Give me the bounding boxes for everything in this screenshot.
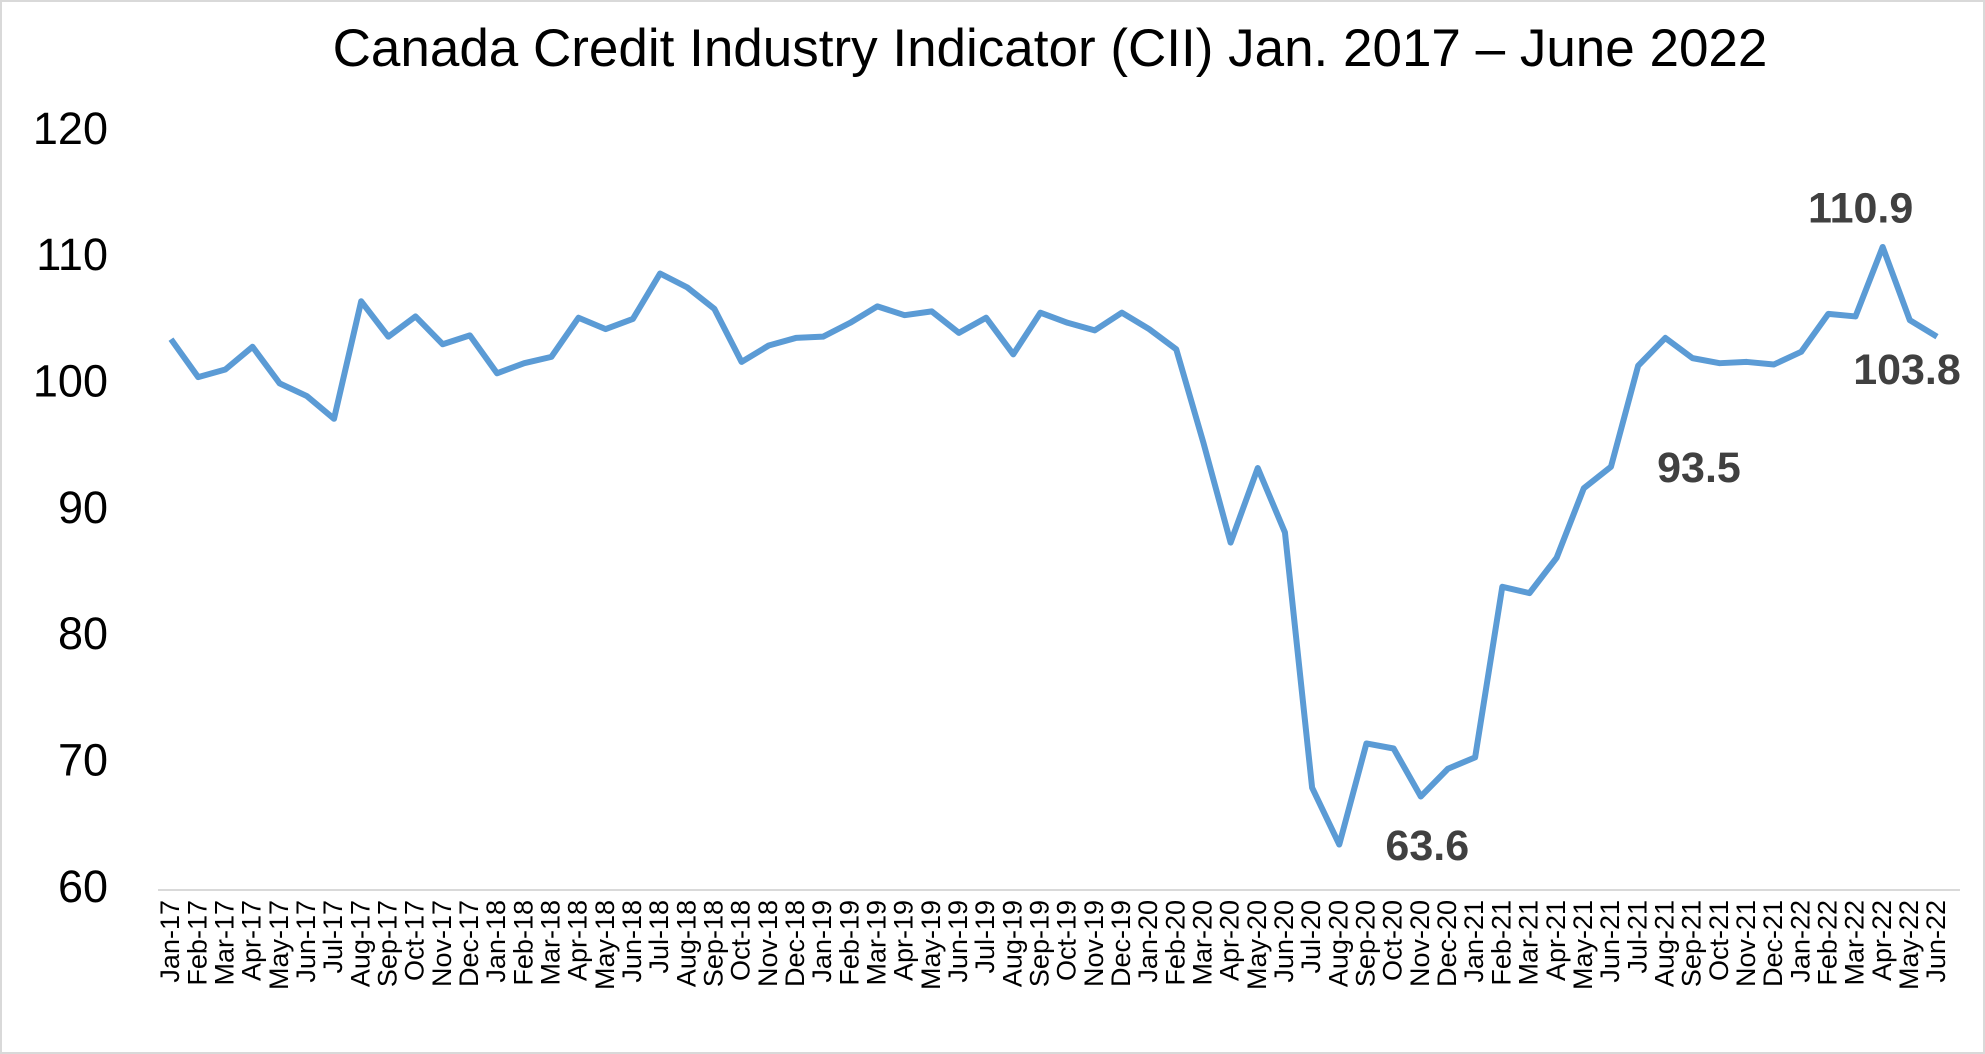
x-tick-label: Sep-21 [1677, 900, 1707, 987]
x-tick-label: Jan-21 [1459, 900, 1489, 983]
x-tick-label: Sep-18 [699, 900, 729, 987]
x-tick-label: Oct-19 [1052, 900, 1082, 981]
x-tick-label: Apr-20 [1215, 900, 1245, 981]
x-tick-label: Feb-18 [508, 900, 538, 986]
x-tick-label: Apr-22 [1867, 900, 1897, 981]
x-tick-label: Apr-17 [237, 900, 267, 981]
x-tick-label: May-21 [1568, 900, 1598, 990]
x-tick-label: Aug-17 [345, 900, 375, 987]
y-tick-label: 120 [33, 103, 108, 154]
series-line [168, 243, 1939, 848]
x-tick-label: Oct-18 [726, 900, 756, 981]
x-tick-label: Jan-18 [481, 900, 511, 983]
x-tick-label: May-22 [1894, 900, 1924, 990]
x-tick-label: Nov-18 [753, 900, 783, 987]
x-tick-label: Nov-20 [1405, 900, 1435, 987]
x-tick-label: Dec-17 [454, 900, 484, 987]
x-tick-label: Mar-18 [535, 900, 565, 986]
x-tick-label: Jun-20 [1269, 900, 1299, 983]
data-label: 63.6 [1385, 822, 1469, 870]
x-tick-label: Jul-20 [1296, 900, 1326, 974]
x-tick-label: Aug-20 [1323, 900, 1353, 987]
y-tick-label: 110 [36, 229, 108, 280]
x-tick-label: Jun-19 [943, 900, 973, 983]
x-tick-label: Jul-21 [1622, 900, 1652, 974]
x-tick-label: Apr-19 [889, 900, 919, 981]
x-tick-label: Jul-19 [970, 900, 1000, 974]
x-tick-label: Dec-19 [1106, 900, 1136, 987]
x-tick-label: Jun-22 [1921, 900, 1951, 983]
chart-title: Canada Credit Industry Indicator (CII) J… [333, 19, 1768, 78]
x-tick-label: Jan-19 [807, 900, 837, 983]
x-tick-label: Jan-22 [1785, 900, 1815, 983]
x-tick-label: Apr-21 [1541, 900, 1571, 981]
y-tick-label: 70 [58, 735, 108, 786]
x-tick-label: Jun-21 [1595, 900, 1625, 983]
x-tick-label: Aug-21 [1649, 900, 1679, 987]
data-label: 93.5 [1657, 444, 1741, 492]
data-label: 110.9 [1808, 184, 1913, 232]
x-tick-label: Oct-20 [1378, 900, 1408, 981]
x-tick-label: Oct-21 [1704, 900, 1734, 981]
x-tick-label: Aug-19 [997, 900, 1027, 987]
x-tick-label: Nov-17 [427, 900, 457, 987]
x-tick-label: Jan-17 [155, 900, 185, 983]
x-tick-label: Jul-17 [318, 900, 348, 974]
x-tick-label: Sep-17 [372, 900, 402, 987]
x-tick-label: May-19 [916, 900, 946, 990]
data-label: 103.8 [1853, 346, 1961, 394]
x-tick-label: Dec-21 [1758, 900, 1788, 987]
x-tick-label: May-17 [264, 900, 294, 990]
x-tick-label: Jan-20 [1133, 900, 1163, 983]
x-tick-label: Nov-21 [1731, 900, 1761, 987]
x-tick-label: Sep-20 [1351, 900, 1381, 987]
x-tick-label: Feb-20 [1160, 900, 1190, 986]
x-tick-label: Apr-18 [563, 900, 593, 981]
y-tick-label: 100 [33, 356, 108, 407]
x-tick-label: Feb-17 [182, 900, 212, 986]
x-tick-label: Nov-19 [1079, 900, 1109, 987]
x-tick-label: Aug-18 [671, 900, 701, 987]
x-tick-label: Jun-17 [291, 900, 321, 983]
x-tick-label: Jul-18 [644, 900, 674, 974]
y-tick-label: 90 [58, 482, 108, 533]
x-tick-label: Feb-21 [1486, 900, 1516, 986]
x-tick-label: Dec-18 [780, 900, 810, 987]
x-tick-label: Feb-19 [834, 900, 864, 986]
x-tick-label: May-20 [1242, 900, 1272, 990]
x-tick-label: Dec-20 [1432, 900, 1462, 987]
x-tick-label: Mar-21 [1514, 900, 1544, 986]
x-tick-label: May-18 [590, 900, 620, 990]
x-tick-label: Oct-17 [400, 900, 430, 981]
x-tick-label: Mar-22 [1840, 900, 1870, 986]
y-tick-label: 80 [58, 608, 108, 659]
x-tick-label: Mar-20 [1188, 900, 1218, 986]
x-tick-label: Feb-22 [1812, 900, 1842, 986]
x-tick-label: Sep-19 [1025, 900, 1055, 987]
x-tick-label: Mar-17 [209, 900, 239, 986]
x-tick-label: Mar-19 [862, 900, 892, 986]
x-tick-label: Jun-18 [617, 900, 647, 983]
y-tick-label: 60 [58, 861, 108, 912]
